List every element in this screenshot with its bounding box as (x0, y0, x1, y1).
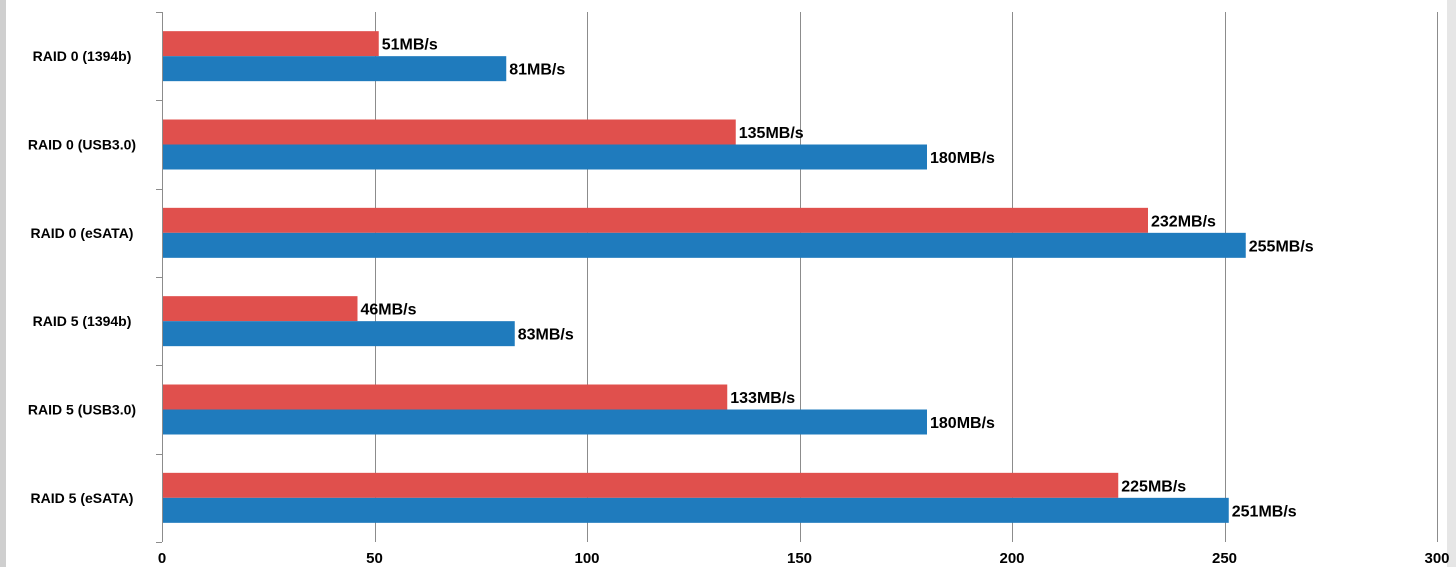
x-tick-label-250: 250 (1212, 550, 1237, 567)
data-label-series2-1: 180MB/s (930, 150, 995, 167)
x-tick-label-200: 200 (999, 550, 1024, 567)
bar-series2-3 (162, 321, 515, 347)
data-label-series2-4: 180MB/s (930, 415, 995, 432)
bar-series1-3 (162, 296, 358, 322)
bars (162, 31, 1246, 523)
data-label-series2-5: 251MB/s (1232, 503, 1297, 520)
left-side-border (0, 0, 6, 567)
data-label-series2-2: 255MB/s (1249, 238, 1314, 255)
data-label-series1-2: 232MB/s (1151, 213, 1216, 230)
category-label-5: RAID 5 (eSATA) (31, 490, 134, 506)
category-label-2: RAID 0 (eSATA) (31, 225, 134, 241)
bar-series2-2 (162, 232, 1246, 258)
data-label-series1-0: 51MB/s (382, 37, 438, 54)
category-label-0: RAID 0 (1394b) (33, 48, 132, 64)
data-label-series1-1: 135MB/s (739, 125, 804, 142)
data-label-series1-4: 133MB/s (730, 390, 795, 407)
axes (156, 12, 163, 543)
gridlines (375, 12, 1438, 542)
data-label-series2-3: 83MB/s (518, 327, 574, 344)
x-tick-label-50: 50 (366, 550, 383, 567)
x-tick-label-100: 100 (574, 550, 599, 567)
category-label-4: RAID 5 (USB3.0) (28, 402, 136, 418)
data-label-series1-5: 225MB/s (1121, 478, 1186, 495)
x-tick-label-150: 150 (787, 550, 812, 567)
category-label-1: RAID 0 (USB3.0) (28, 137, 136, 153)
bar-series2-1 (162, 144, 927, 170)
bar-series1-5 (162, 472, 1119, 498)
bar-series2-0 (162, 56, 507, 82)
right-side-border (1447, 0, 1456, 567)
bar-series1-1 (162, 119, 736, 145)
data-label-series2-0: 81MB/s (509, 62, 565, 79)
data-label-series1-3: 46MB/s (361, 302, 417, 319)
bar-series1-0 (162, 31, 379, 57)
bar-series2-4 (162, 409, 927, 435)
bar-series1-2 (162, 207, 1148, 233)
x-tick-label-300: 300 (1424, 550, 1449, 567)
bar-series1-4 (162, 384, 728, 410)
category-label-3: RAID 5 (1394b) (33, 313, 132, 329)
x-tick-label-0: 0 (158, 550, 166, 567)
labels: 51MB/s 81MB/s RAID 0 (1394b) 135MB/s 180MB/s… (28, 37, 1450, 567)
bar-series2-5 (162, 497, 1229, 523)
